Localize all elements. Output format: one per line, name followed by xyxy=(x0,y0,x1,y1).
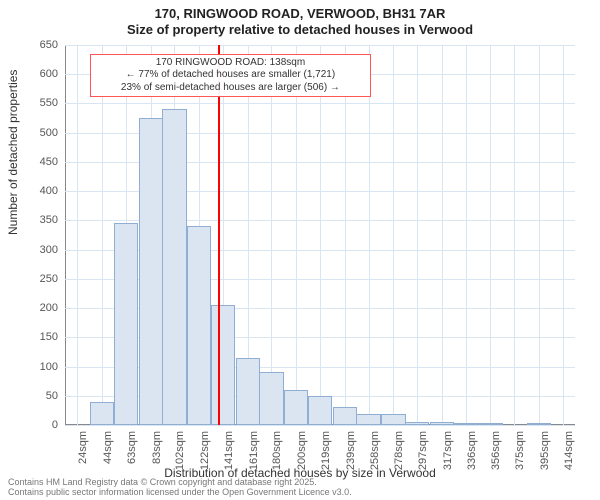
ytick-label: 500 xyxy=(8,127,58,139)
gridline-v xyxy=(345,45,346,425)
histogram-bar xyxy=(259,372,283,425)
attribution-text: Contains HM Land Registry data © Crown c… xyxy=(8,478,352,498)
callout-line: 170 RINGWOOD ROAD: 138sqm xyxy=(95,57,366,70)
gridline-h xyxy=(65,425,575,426)
histogram-bar xyxy=(90,402,114,425)
histogram-bar xyxy=(430,422,454,425)
gridline-v xyxy=(320,45,321,425)
histogram-bar xyxy=(284,390,308,425)
histogram-bar xyxy=(478,423,502,425)
histogram-bar xyxy=(139,118,163,425)
gridline-v xyxy=(271,45,272,425)
gridline-v xyxy=(490,45,491,425)
attribution-line2: Contains public sector information licen… xyxy=(8,488,352,498)
y-axis-line xyxy=(65,45,66,425)
histogram-bar xyxy=(356,414,380,425)
gridline-v xyxy=(442,45,443,425)
histogram-bar xyxy=(405,422,429,425)
ytick-label: 400 xyxy=(8,185,58,197)
gridline-v xyxy=(296,45,297,425)
ytick-label: 350 xyxy=(8,214,58,226)
ytick-label: 600 xyxy=(8,68,58,80)
histogram-bar xyxy=(453,423,477,425)
gridline-v xyxy=(466,45,467,425)
ytick-label: 200 xyxy=(8,302,58,314)
histogram-bar xyxy=(333,407,357,425)
ytick-label: 250 xyxy=(8,273,58,285)
gridline-v xyxy=(514,45,515,425)
ytick-label: 550 xyxy=(8,97,58,109)
histogram-bar xyxy=(381,414,405,425)
callout-line: ← 77% of detached houses are smaller (1,… xyxy=(95,69,366,82)
histogram-bar xyxy=(236,358,260,425)
histogram-bar xyxy=(187,226,211,425)
histogram-bar xyxy=(114,223,138,425)
gridline-v xyxy=(539,45,540,425)
ytick-label: 50 xyxy=(8,390,58,402)
chart-title-desc: Size of property relative to detached ho… xyxy=(0,22,600,37)
histogram-bar xyxy=(162,109,186,425)
gridline-v xyxy=(102,45,103,425)
histogram-bar xyxy=(308,396,332,425)
callout-line: 23% of semi-detached houses are larger (… xyxy=(95,82,366,95)
reference-line xyxy=(218,45,220,425)
chart-title-address: 170, RINGWOOD ROAD, VERWOOD, BH31 7AR xyxy=(0,6,600,21)
plot-area: 170 RINGWOOD ROAD: 138sqm← 77% of detach… xyxy=(65,45,575,425)
gridline-v xyxy=(77,45,78,425)
histogram-bar xyxy=(211,305,235,425)
ytick-label: 150 xyxy=(8,331,58,343)
gridline-v xyxy=(417,45,418,425)
gridline-v xyxy=(563,45,564,425)
gridline-v xyxy=(369,45,370,425)
histogram-bar xyxy=(527,423,551,425)
gridline-v xyxy=(393,45,394,425)
ytick-label: 100 xyxy=(8,361,58,373)
ytick-label: 450 xyxy=(8,156,58,168)
y-axis-label: Number of detached properties xyxy=(6,70,20,235)
ytick-label: 650 xyxy=(8,39,58,51)
histogram-chart: 170, RINGWOOD ROAD, VERWOOD, BH31 7AR Si… xyxy=(0,0,600,500)
ytick-label: 300 xyxy=(8,244,58,256)
callout-box: 170 RINGWOOD ROAD: 138sqm← 77% of detach… xyxy=(90,54,371,98)
ytick-label: 0 xyxy=(8,419,58,431)
